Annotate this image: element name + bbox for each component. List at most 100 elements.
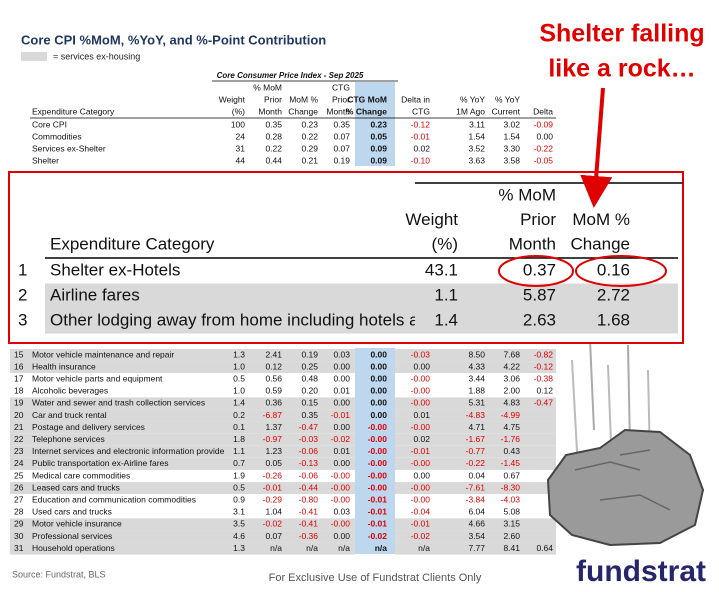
row-shade (10, 542, 355, 555)
table-cell: 0.9 (233, 494, 245, 504)
column-header: Delta (533, 106, 553, 116)
table: Expenditure Category Weight (%) % MoM Prior M… (14, 82, 553, 553)
row-number: 17 (14, 373, 24, 383)
row-number: 31 (14, 543, 24, 553)
table-cell: 1.0 (233, 361, 245, 371)
table-cell: -0.02 (368, 531, 388, 541)
row-label: Postage and delivery services (32, 422, 145, 432)
table-cell: -0.29 (263, 494, 283, 504)
table-cell: -0.82 (534, 349, 554, 359)
table-cell: 0.09 (370, 155, 387, 165)
rock-illustration (546, 339, 705, 547)
table-cell: 0.1 (233, 422, 245, 432)
table-cell: -1.76 (501, 434, 521, 444)
table-cell: -4.03 (501, 494, 521, 504)
table-cell: -0.00 (368, 446, 388, 456)
column-header: (%) (232, 106, 245, 116)
row-shade (395, 530, 556, 543)
table-cell: 0.67 (503, 470, 520, 480)
table-cell: 5.87 (523, 285, 556, 304)
table-cell: -0.12 (411, 119, 431, 129)
table-cell: -6.87 (263, 410, 283, 420)
column-header: CTG MoM (347, 94, 387, 104)
table-cell: 0.02 (413, 434, 430, 444)
row-shade (10, 445, 355, 458)
row-label: Airline fares (50, 285, 140, 304)
column-header: CTG (332, 82, 350, 92)
table-cell: -0.80 (299, 494, 319, 504)
row-shade (10, 397, 355, 410)
table-cell: 0.05 (370, 131, 387, 141)
table-cell: 0.36 (265, 398, 282, 408)
table-cell: 1.3 (233, 349, 245, 359)
table-cell: 7.77 (468, 543, 485, 553)
table-cell: 3.58 (503, 155, 520, 165)
table-cell: 3.30 (503, 143, 520, 153)
table-cell: 0.37 (523, 260, 556, 279)
row-label: Services ex-Shelter (32, 143, 106, 153)
table-cell: 0.56 (265, 373, 282, 383)
table-cell: -0.47 (299, 422, 319, 432)
table-cell: -0.01 (411, 519, 431, 529)
table-cell: 0.01 (413, 410, 430, 420)
callout-line: like a rock… (548, 55, 695, 83)
table-cell: 0.59 (265, 386, 282, 396)
table-cell: -0.00 (411, 373, 431, 383)
column-header: % Change (346, 106, 387, 116)
table-cell: 3.11 (469, 119, 485, 129)
table-cell: -0.00 (368, 434, 388, 444)
row-label: Medical care commodities (32, 470, 130, 480)
table-cell: 0.35 (333, 119, 350, 129)
table-cell: -0.38 (534, 373, 554, 383)
table-cell: -0.12 (534, 361, 554, 371)
row-shade (10, 530, 355, 543)
row-shade (395, 518, 556, 531)
table-cell: -0.10 (411, 155, 431, 165)
column-header: Month (509, 234, 556, 253)
ctg-band (355, 82, 395, 166)
table-cell: -0.00 (331, 482, 351, 492)
table-cell: -0.22 (534, 143, 554, 153)
table-cell: 4.83 (503, 398, 520, 408)
row-number: 25 (14, 470, 24, 480)
table-cell: -0.26 (263, 470, 283, 480)
table-cell: -0.02 (263, 519, 283, 529)
row-shade (45, 308, 678, 334)
table-cell: 0.03 (333, 507, 350, 517)
table-cell: 0.12 (265, 361, 282, 371)
table-cell: 1.37 (265, 422, 282, 432)
row-number: 16 (14, 361, 24, 371)
row-label: Car and truck rental (32, 410, 107, 420)
column-header: Weight (405, 210, 458, 229)
row-label: Professional services (32, 531, 112, 541)
table-cell: 4.22 (503, 361, 520, 371)
table-cell: -0.77 (466, 446, 486, 456)
row-shade (395, 349, 556, 361)
row-label: Household operations (32, 543, 115, 553)
table-cell: 0.19 (333, 155, 350, 165)
table-caption: Core Consumer Price Index - Sep 2025 (217, 71, 364, 80)
background-layer (10, 82, 556, 555)
title: Core CPI %MoM, %YoY, and %-Point Contrib… (21, 32, 326, 47)
row-label: Public transportation ex-Airline fares (32, 458, 169, 468)
table-cell: 2.00 (503, 386, 520, 396)
table-cell: -0.22 (466, 458, 486, 468)
table-cell: -0.41 (299, 507, 319, 517)
table-cell: n/a (418, 543, 430, 553)
table-cell: 3.44 (468, 373, 485, 383)
table-cell: 1.88 (468, 386, 485, 396)
highlight-circle (575, 255, 667, 287)
row-label: Motor vehicle parts and equipment (32, 373, 163, 383)
table-cell: 0.29 (301, 143, 318, 153)
table-cell: -0.00 (411, 458, 431, 468)
table-cell: -1.67 (466, 434, 486, 444)
table-cell: -4.99 (501, 410, 521, 420)
table-cell: -7.61 (466, 482, 486, 492)
table-cell: -0.00 (331, 470, 351, 480)
table-cell: 0.23 (301, 119, 318, 129)
table-cell: 0.07 (333, 131, 350, 141)
row-label: Commodities (32, 131, 82, 141)
column-header: Month (258, 106, 282, 116)
table-cell: -0.02 (411, 531, 431, 541)
